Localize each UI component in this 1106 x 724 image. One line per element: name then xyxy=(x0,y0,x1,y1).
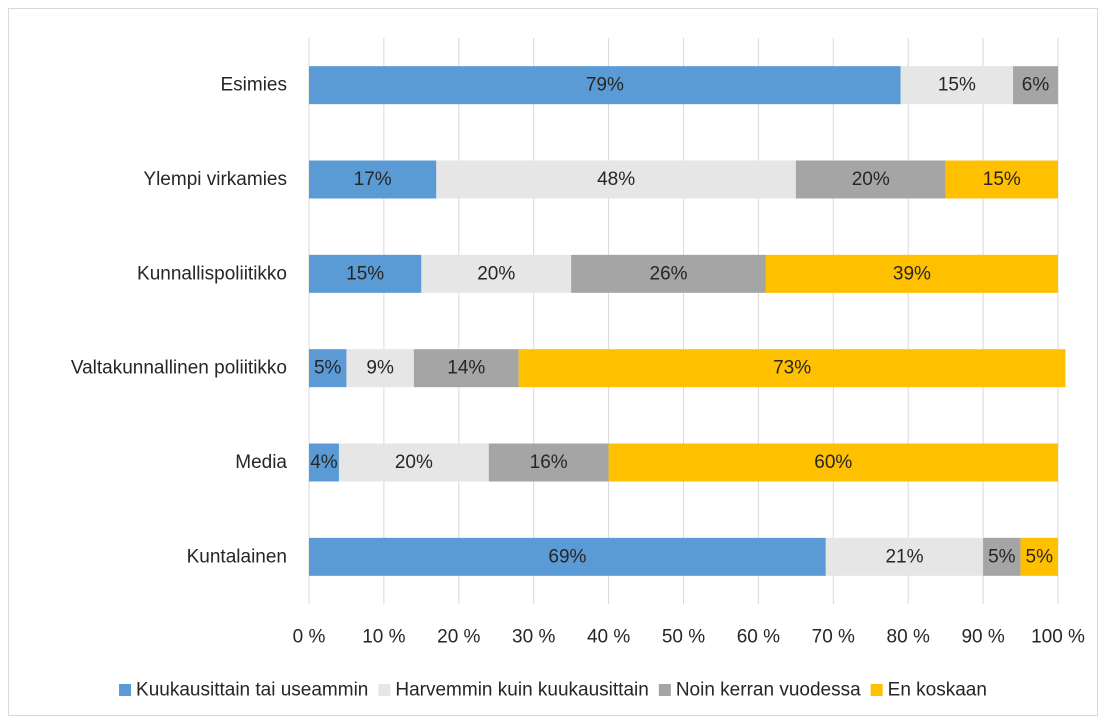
data-label: 69% xyxy=(548,546,586,567)
data-label: 48% xyxy=(597,169,635,190)
bar-segment xyxy=(825,537,984,576)
category-label: Kunnallispoliitikko xyxy=(137,263,287,284)
bar-segment xyxy=(309,66,901,105)
data-label: 15% xyxy=(346,263,384,284)
legend-label: Harvemmin kuin kuukausittain xyxy=(395,680,648,701)
data-label: 6% xyxy=(1022,75,1050,96)
bar-segment xyxy=(309,537,826,576)
x-tick-label: 0 % xyxy=(293,627,326,648)
bar-segment xyxy=(983,537,1021,576)
data-label: 17% xyxy=(354,169,392,190)
bar-segment xyxy=(900,66,1014,105)
x-tick-label: 30 % xyxy=(512,627,555,648)
bar-segment xyxy=(1020,537,1058,576)
legend-swatch xyxy=(870,684,883,696)
legend-swatch xyxy=(658,684,671,696)
data-label: 26% xyxy=(650,263,688,284)
bar-segment xyxy=(309,160,437,199)
data-label: 73% xyxy=(773,358,811,379)
bar-segment xyxy=(518,349,1066,388)
data-label: 4% xyxy=(310,452,338,473)
x-tick-label: 50 % xyxy=(662,627,705,648)
data-label: 21% xyxy=(885,546,923,567)
data-label: 20% xyxy=(395,452,433,473)
category-label: Kuntalainen xyxy=(187,546,287,567)
data-label: 9% xyxy=(366,358,394,379)
data-label: 20% xyxy=(852,169,890,190)
bar-segment xyxy=(795,160,946,199)
data-label: 20% xyxy=(477,263,515,284)
x-tick-label: 100 % xyxy=(1031,627,1085,648)
x-tick-label: 90 % xyxy=(961,627,1004,648)
legend-label: En koskaan xyxy=(888,680,987,701)
data-label: 60% xyxy=(814,452,852,473)
bar-segment xyxy=(1013,66,1058,105)
legend-label: Kuukausittain tai useammin xyxy=(136,680,368,701)
data-label: 5% xyxy=(988,546,1016,567)
category-label: Ylempi virkamies xyxy=(143,169,287,190)
x-tick-label: 40 % xyxy=(587,627,630,648)
bar-segment xyxy=(338,443,489,482)
bar-segment xyxy=(436,160,796,199)
data-label: 79% xyxy=(586,75,624,96)
x-tick-label: 10 % xyxy=(362,627,405,648)
category-label: Valtakunnallinen poliitikko xyxy=(71,358,287,379)
data-label: 39% xyxy=(893,263,931,284)
data-label: 5% xyxy=(1026,546,1054,567)
bar-segment xyxy=(309,254,422,293)
category-label: Esimies xyxy=(220,75,287,96)
bar-segment xyxy=(488,443,609,482)
bar-segment xyxy=(309,349,347,388)
data-label: 16% xyxy=(530,452,568,473)
bar-segment xyxy=(608,443,1058,482)
bar-segment xyxy=(346,349,414,388)
x-tick-label: 60 % xyxy=(737,627,780,648)
data-label: 14% xyxy=(447,358,485,379)
legend-swatch xyxy=(378,684,391,696)
legend-swatch xyxy=(119,684,132,696)
data-label: 15% xyxy=(983,169,1021,190)
legend-label: Noin kerran vuodessa xyxy=(676,680,861,701)
data-label: 15% xyxy=(938,75,976,96)
x-tick-label: 20 % xyxy=(437,627,480,648)
bar-segment xyxy=(309,443,339,482)
bar-segment xyxy=(413,349,519,388)
x-tick-label: 70 % xyxy=(812,627,855,648)
data-label: 5% xyxy=(314,358,342,379)
bar-segment xyxy=(945,160,1058,199)
bar-segment xyxy=(765,254,1058,293)
x-tick-label: 80 % xyxy=(887,627,930,648)
bar-segment xyxy=(571,254,766,293)
category-label: Media xyxy=(235,452,287,473)
bar-segment xyxy=(421,254,572,293)
